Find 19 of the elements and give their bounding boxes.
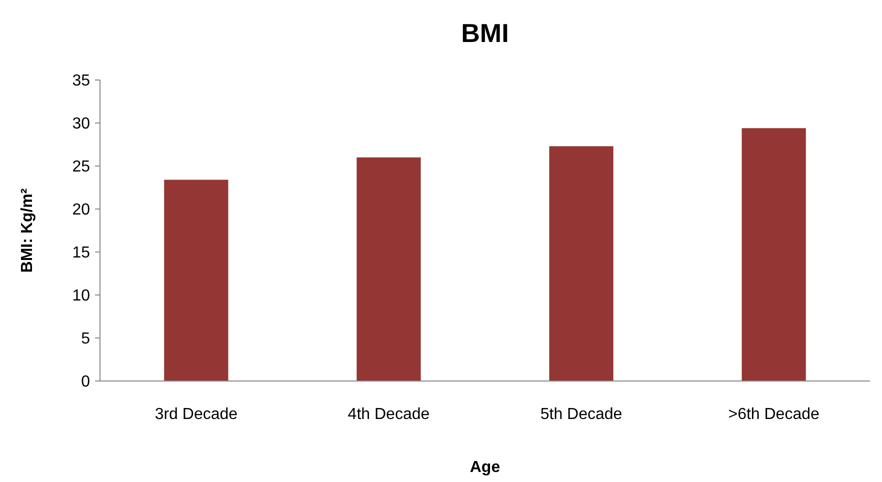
chart-title: BMI [461,18,509,48]
bar [742,128,806,381]
y-tick-label: 10 [72,288,90,305]
y-tick-label: 5 [81,330,90,348]
y-tick-label: 35 [72,72,90,90]
x-tick-label: 5th Decade [540,406,622,423]
y-tick-label: 25 [72,158,90,176]
y-tick-label: 0 [81,374,90,391]
x-axis-title: Age [470,459,500,476]
bar [549,146,614,381]
bar [356,157,421,381]
x-tick-label: 3rd Decade [154,406,238,423]
x-tick-label: 4th Decade [348,406,430,423]
y-tick-label: 15 [72,244,90,262]
y-tick-label: 30 [72,116,90,133]
bar [164,180,228,381]
y-axis-title: BMI: Kg/m² [19,188,36,273]
x-tick-label: >6th Decade [728,406,820,423]
y-tick-label: 20 [72,202,90,219]
